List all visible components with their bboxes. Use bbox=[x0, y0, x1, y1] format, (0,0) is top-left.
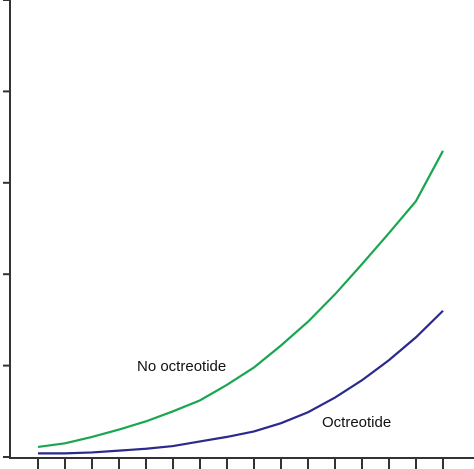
series-label: Octreotide bbox=[322, 414, 391, 431]
line bbox=[37, 150, 444, 449]
line bbox=[38, 309, 444, 455]
series-label: No octreotide bbox=[137, 358, 226, 375]
